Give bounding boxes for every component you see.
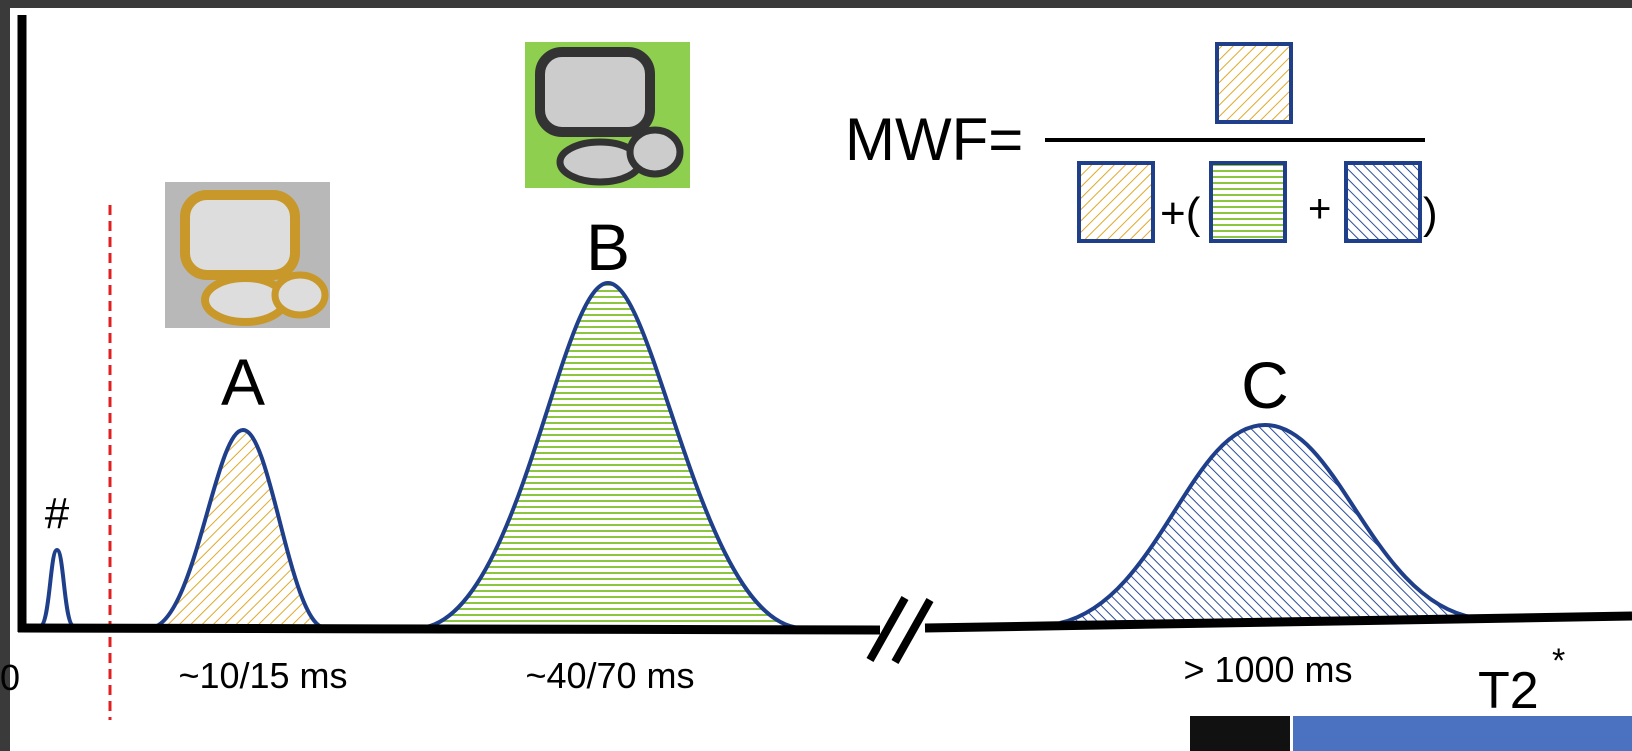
swatch-a bbox=[1217, 44, 1291, 122]
footer-bar bbox=[1190, 716, 1290, 751]
tick-label: ~40/70 ms bbox=[525, 655, 694, 696]
tick-label: ~10/15 ms bbox=[178, 655, 347, 696]
axis-title: T2 bbox=[1478, 662, 1539, 720]
formula-lhs: MWF= bbox=[845, 106, 1023, 173]
tick-label: > 1000 ms bbox=[1183, 649, 1352, 690]
diagram: # A B C MWF= +( + ) 0 ~10/15 ms ~40/70 m… bbox=[0, 0, 1632, 751]
x-axis bbox=[18, 628, 880, 630]
peak-label: # bbox=[45, 489, 70, 538]
peak-label: A bbox=[221, 345, 265, 419]
formula-op: ) bbox=[1423, 189, 1438, 238]
axis-title-sup: * bbox=[1552, 642, 1565, 680]
peak-label: C bbox=[1241, 348, 1289, 422]
page: # A B C MWF= +( + ) 0 ~10/15 ms ~40/70 m… bbox=[0, 0, 1632, 751]
swatch-a bbox=[1079, 163, 1153, 241]
formula-op: +( bbox=[1160, 189, 1201, 238]
image-b bbox=[525, 42, 690, 188]
image-a bbox=[165, 182, 330, 328]
footer-bar bbox=[1293, 716, 1632, 751]
swatch-c bbox=[1346, 163, 1420, 241]
origin-label: 0 bbox=[0, 657, 20, 698]
peak-label: B bbox=[586, 210, 630, 284]
formula-op: + bbox=[1308, 187, 1331, 231]
swatch-b bbox=[1211, 163, 1285, 241]
